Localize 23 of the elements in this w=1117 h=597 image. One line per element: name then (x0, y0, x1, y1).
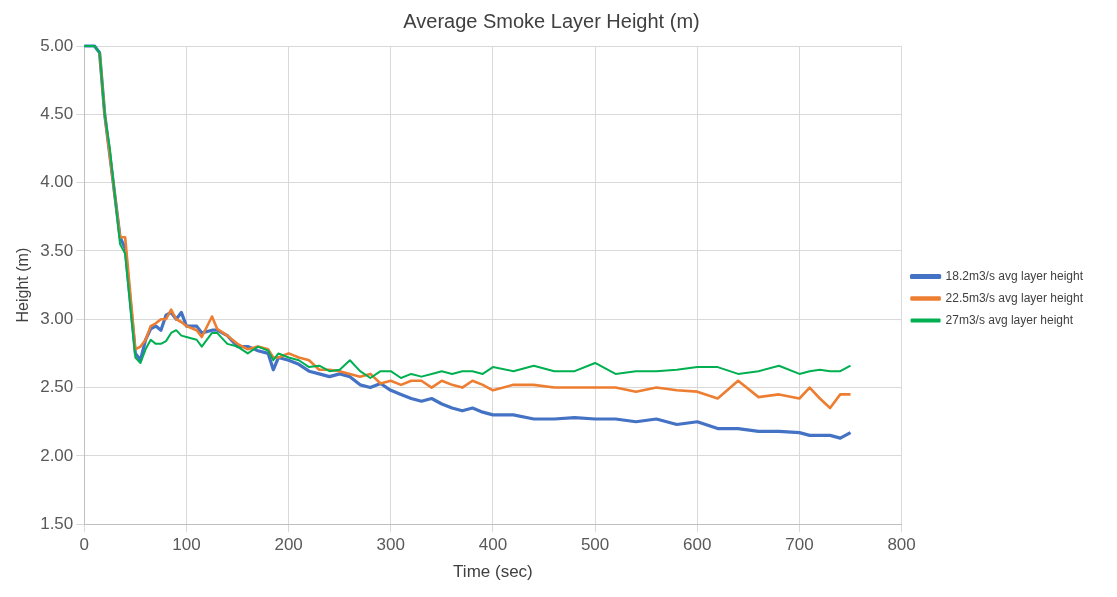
legend-label: 22.5m3/s avg layer height (945, 290, 1084, 305)
x-axis-title: Time (sec) (453, 562, 533, 582)
x-tick-label: 600 (683, 535, 712, 555)
y-tick-label: 4.50 (40, 104, 74, 123)
x-tick-label: 400 (478, 535, 508, 555)
x-tick-label: 500 (580, 535, 610, 555)
y-tick-label: 3.00 (40, 308, 74, 328)
x-tick-label: 0 (79, 535, 90, 555)
x-tick-label: 200 (274, 535, 303, 555)
y-tick-label: 3.50 (40, 240, 74, 260)
legend-label: 27m3/s avg layer height (945, 312, 1074, 327)
x-tick-label: 700 (785, 535, 814, 555)
x-tick-label: 300 (376, 535, 405, 555)
y-tick-label: 4.00 (40, 172, 74, 192)
legend-label: 18.2m3/s avg layer height (945, 268, 1084, 283)
x-tick-label: 100 (172, 535, 201, 555)
y-axis-title: Height (m) (14, 247, 32, 323)
x-tick-label: 800 (887, 535, 916, 555)
y-tick-label: 5.00 (40, 35, 74, 55)
chart-title: Average Smoke Layer Height (m) (403, 9, 700, 32)
y-tick-label: 2.50 (40, 377, 74, 397)
y-tick-label: 1.50 (40, 513, 74, 533)
y-tick-label: 2.00 (40, 445, 74, 465)
